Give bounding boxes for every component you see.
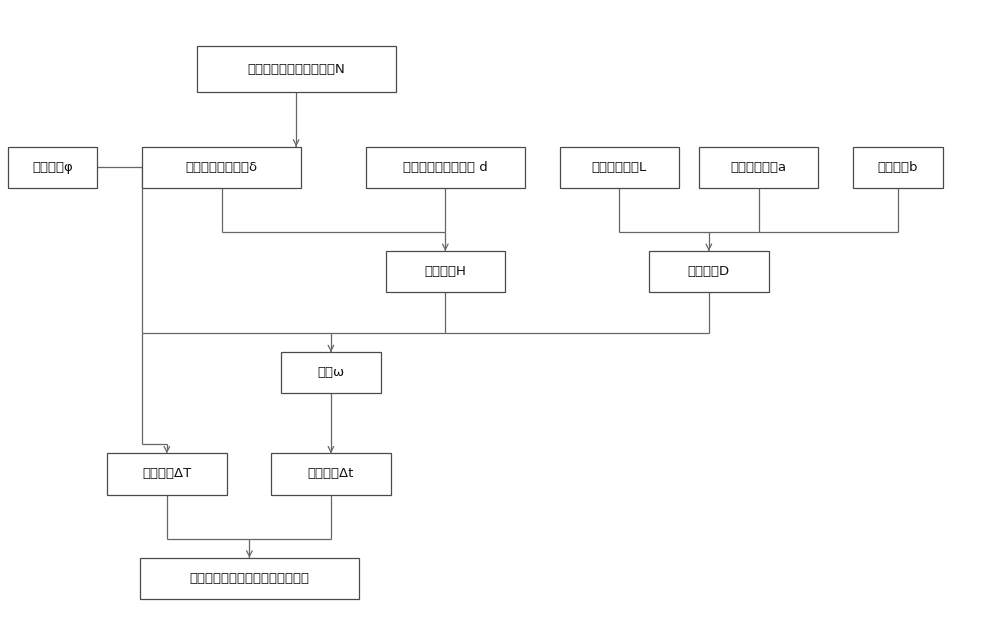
Text: 电池组件长度L: 电池组件长度L bbox=[592, 161, 647, 174]
Text: 从元旦到计算日的总天数N: 从元旦到计算日的总天数N bbox=[247, 63, 345, 76]
Text: 日出时间ΔT: 日出时间ΔT bbox=[142, 468, 191, 480]
Text: 光伏组件倾角a: 光伏组件倾角a bbox=[730, 161, 787, 174]
Bar bbox=[197, 47, 396, 92]
Text: 相对高度H: 相对高度H bbox=[424, 265, 466, 278]
Bar bbox=[699, 147, 818, 188]
Text: 时角ω: 时角ω bbox=[317, 366, 345, 379]
Bar bbox=[140, 558, 359, 599]
Bar bbox=[107, 454, 227, 494]
Text: 当地纬度φ: 当地纬度φ bbox=[32, 161, 73, 174]
Text: 某天的太阳赤纬角δ: 某天的太阳赤纬角δ bbox=[185, 161, 258, 174]
Text: 某天的光伏组件无阴影遥挡的时长: 某天的光伏组件无阴影遥挡的时长 bbox=[189, 572, 309, 585]
Text: 相对间距D: 相对间距D bbox=[688, 265, 730, 278]
Text: 日照时间Δt: 日照时间Δt bbox=[308, 468, 354, 480]
Bar bbox=[366, 147, 525, 188]
Bar bbox=[649, 251, 768, 292]
Bar bbox=[142, 147, 301, 188]
Text: 光伏组件前后排间距 d: 光伏组件前后排间距 d bbox=[403, 161, 488, 174]
Bar bbox=[281, 352, 381, 393]
Bar bbox=[271, 454, 391, 494]
Bar bbox=[386, 251, 505, 292]
Bar bbox=[8, 147, 97, 188]
Bar bbox=[560, 147, 679, 188]
Text: 山地坡度b: 山地坡度b bbox=[878, 161, 918, 174]
Bar bbox=[853, 147, 943, 188]
